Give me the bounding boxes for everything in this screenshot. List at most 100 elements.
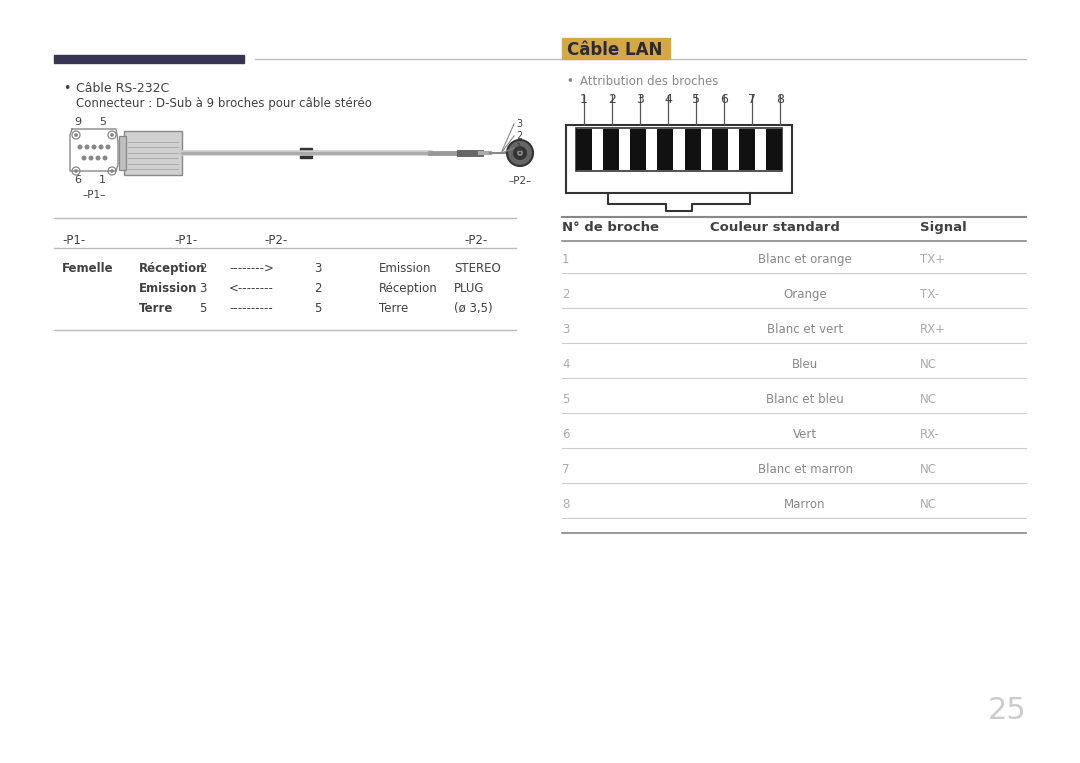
Text: 6: 6 xyxy=(562,428,569,441)
Circle shape xyxy=(513,146,527,160)
Circle shape xyxy=(78,145,82,149)
Text: RX-: RX- xyxy=(920,428,940,441)
Text: -------->: --------> xyxy=(229,262,274,275)
Text: Blanc et vert: Blanc et vert xyxy=(767,323,843,336)
Text: 3: 3 xyxy=(636,93,644,106)
Text: 3: 3 xyxy=(199,282,206,295)
Text: (ø 3,5): (ø 3,5) xyxy=(454,302,492,315)
Circle shape xyxy=(75,170,77,172)
Circle shape xyxy=(82,156,85,159)
Text: NC: NC xyxy=(920,393,937,406)
Text: •: • xyxy=(63,82,70,95)
Text: Réception: Réception xyxy=(139,262,205,275)
Text: Vert: Vert xyxy=(793,428,818,441)
Text: 2: 2 xyxy=(562,288,569,301)
Bar xyxy=(603,129,619,170)
Bar xyxy=(712,129,728,170)
Bar xyxy=(576,128,782,171)
Text: ----------: ---------- xyxy=(229,302,273,315)
Text: –P1–: –P1– xyxy=(82,190,106,200)
Text: Couleur standard: Couleur standard xyxy=(710,221,840,234)
Circle shape xyxy=(111,134,113,137)
Text: NC: NC xyxy=(920,358,937,371)
Text: 9: 9 xyxy=(75,117,81,127)
Bar xyxy=(124,131,183,175)
Circle shape xyxy=(507,140,534,166)
Bar xyxy=(566,125,792,193)
Text: N° de broche: N° de broche xyxy=(562,221,659,234)
Text: 2: 2 xyxy=(516,131,523,141)
Bar xyxy=(562,38,670,59)
Text: 1: 1 xyxy=(99,175,106,185)
Text: Blanc et bleu: Blanc et bleu xyxy=(766,393,843,406)
Text: Femelle: Femelle xyxy=(62,262,113,275)
Circle shape xyxy=(104,156,107,159)
Circle shape xyxy=(517,150,523,156)
Text: Câble LAN: Câble LAN xyxy=(567,41,662,59)
Text: 6: 6 xyxy=(75,175,81,185)
Text: Terre: Terre xyxy=(139,302,174,315)
Text: 5: 5 xyxy=(199,302,206,315)
Text: PLUG: PLUG xyxy=(454,282,485,295)
Text: 4: 4 xyxy=(562,358,569,371)
Circle shape xyxy=(96,156,99,159)
Text: 3: 3 xyxy=(314,262,322,275)
Text: 5: 5 xyxy=(692,93,700,106)
Text: Terre: Terre xyxy=(379,302,408,315)
Bar xyxy=(658,129,674,170)
Circle shape xyxy=(519,152,521,154)
Text: NC: NC xyxy=(920,498,937,511)
Text: 6: 6 xyxy=(720,93,728,106)
Text: 8: 8 xyxy=(777,93,784,106)
Text: •: • xyxy=(566,75,572,88)
Text: 7: 7 xyxy=(562,463,569,476)
Text: Emission: Emission xyxy=(139,282,198,295)
Text: 2: 2 xyxy=(199,262,206,275)
Text: 4: 4 xyxy=(664,93,672,106)
Text: Connecteur : D-Sub à 9 broches pour câble stéréo: Connecteur : D-Sub à 9 broches pour câbl… xyxy=(76,97,372,110)
Text: –P2–: –P2– xyxy=(509,176,531,186)
Text: -P1-: -P1- xyxy=(174,234,198,247)
Text: 1: 1 xyxy=(516,143,522,153)
Text: TX-: TX- xyxy=(920,288,939,301)
Bar xyxy=(739,129,755,170)
Text: Câble RS-232C: Câble RS-232C xyxy=(76,82,170,95)
Bar xyxy=(766,129,782,170)
Text: 5: 5 xyxy=(562,393,569,406)
Bar xyxy=(119,136,126,170)
Circle shape xyxy=(90,156,93,159)
Text: Signal: Signal xyxy=(920,221,967,234)
Text: -P2-: -P2- xyxy=(264,234,287,247)
Text: 2: 2 xyxy=(608,93,616,106)
Text: -P2-: -P2- xyxy=(464,234,487,247)
Text: <--------: <-------- xyxy=(229,282,274,295)
Text: Attribution des broches: Attribution des broches xyxy=(580,75,718,88)
Text: Blanc et orange: Blanc et orange xyxy=(758,253,852,266)
Text: TX+: TX+ xyxy=(920,253,945,266)
Text: Bleu: Bleu xyxy=(792,358,819,371)
Text: Orange: Orange xyxy=(783,288,827,301)
Text: NC: NC xyxy=(920,463,937,476)
Text: Réception: Réception xyxy=(379,282,437,295)
Circle shape xyxy=(99,145,103,149)
Text: 1: 1 xyxy=(580,93,588,106)
Circle shape xyxy=(111,170,113,172)
Bar xyxy=(631,129,646,170)
Bar xyxy=(300,148,312,158)
Text: Blanc et marron: Blanc et marron xyxy=(757,463,852,476)
Text: Marron: Marron xyxy=(784,498,826,511)
Text: 25: 25 xyxy=(987,696,1026,725)
Text: 5: 5 xyxy=(314,302,322,315)
Bar xyxy=(54,55,244,63)
Text: 1: 1 xyxy=(562,253,569,266)
Text: -P1-: -P1- xyxy=(62,234,85,247)
Text: 2: 2 xyxy=(314,282,322,295)
Bar xyxy=(685,129,701,170)
Text: 3: 3 xyxy=(562,323,569,336)
Text: 3: 3 xyxy=(516,119,522,129)
Circle shape xyxy=(75,134,77,137)
Text: 7: 7 xyxy=(748,93,756,106)
Text: RX+: RX+ xyxy=(920,323,946,336)
Text: 5: 5 xyxy=(99,117,106,127)
Circle shape xyxy=(85,145,89,149)
